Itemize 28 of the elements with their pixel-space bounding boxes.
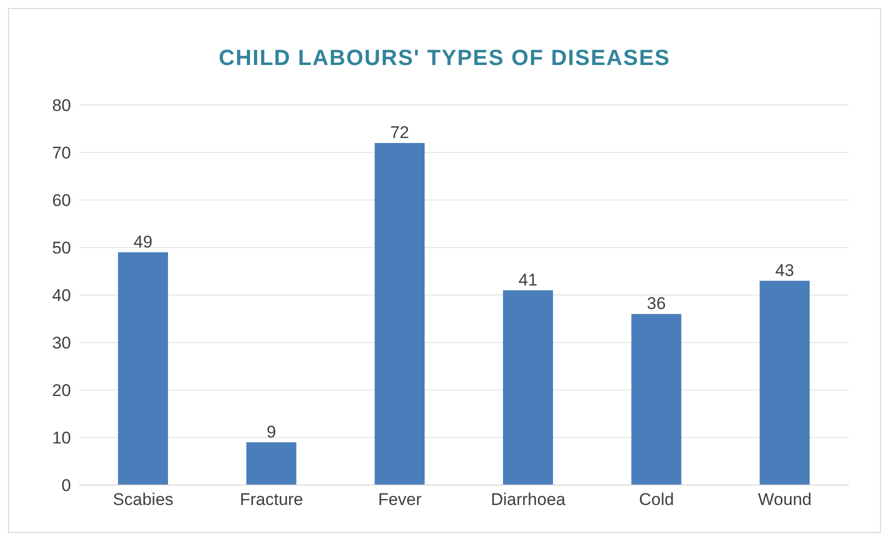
bar (631, 314, 682, 485)
y-tick-label: 40 (52, 286, 71, 306)
data-label: 41 (518, 270, 538, 290)
x-tick-label: Diarrhoea (490, 490, 566, 510)
data-label: 49 (134, 232, 152, 252)
y-tick-label: 70 (52, 144, 71, 163)
x-tick-label: Scabies (112, 490, 174, 510)
y-tick-label: 80 (52, 96, 71, 116)
y-tick-label: 60 (52, 191, 71, 210)
data-label: 72 (390, 123, 410, 142)
bar (374, 143, 425, 485)
x-tick-label: Cold (639, 490, 674, 510)
bar (503, 290, 553, 485)
bar (118, 252, 168, 485)
x-tick-label: Fracture (240, 490, 304, 510)
data-label: 9 (266, 422, 276, 442)
data-label: 43 (775, 260, 794, 280)
x-tick-label: Wound (758, 490, 812, 510)
bar (760, 280, 810, 485)
y-tick-label: 30 (52, 334, 71, 353)
y-tick-label: 10 (52, 428, 71, 448)
bar (246, 442, 296, 485)
y-tick-label: 0 (62, 476, 71, 496)
data-label: 36 (646, 294, 666, 313)
y-tick-label: 20 (52, 381, 71, 400)
x-tick-label: Fever (378, 490, 422, 510)
y-tick-label: 50 (52, 238, 71, 258)
chart-title: CHILD LABOURS' TYPES OF DISEASES (218, 44, 672, 72)
